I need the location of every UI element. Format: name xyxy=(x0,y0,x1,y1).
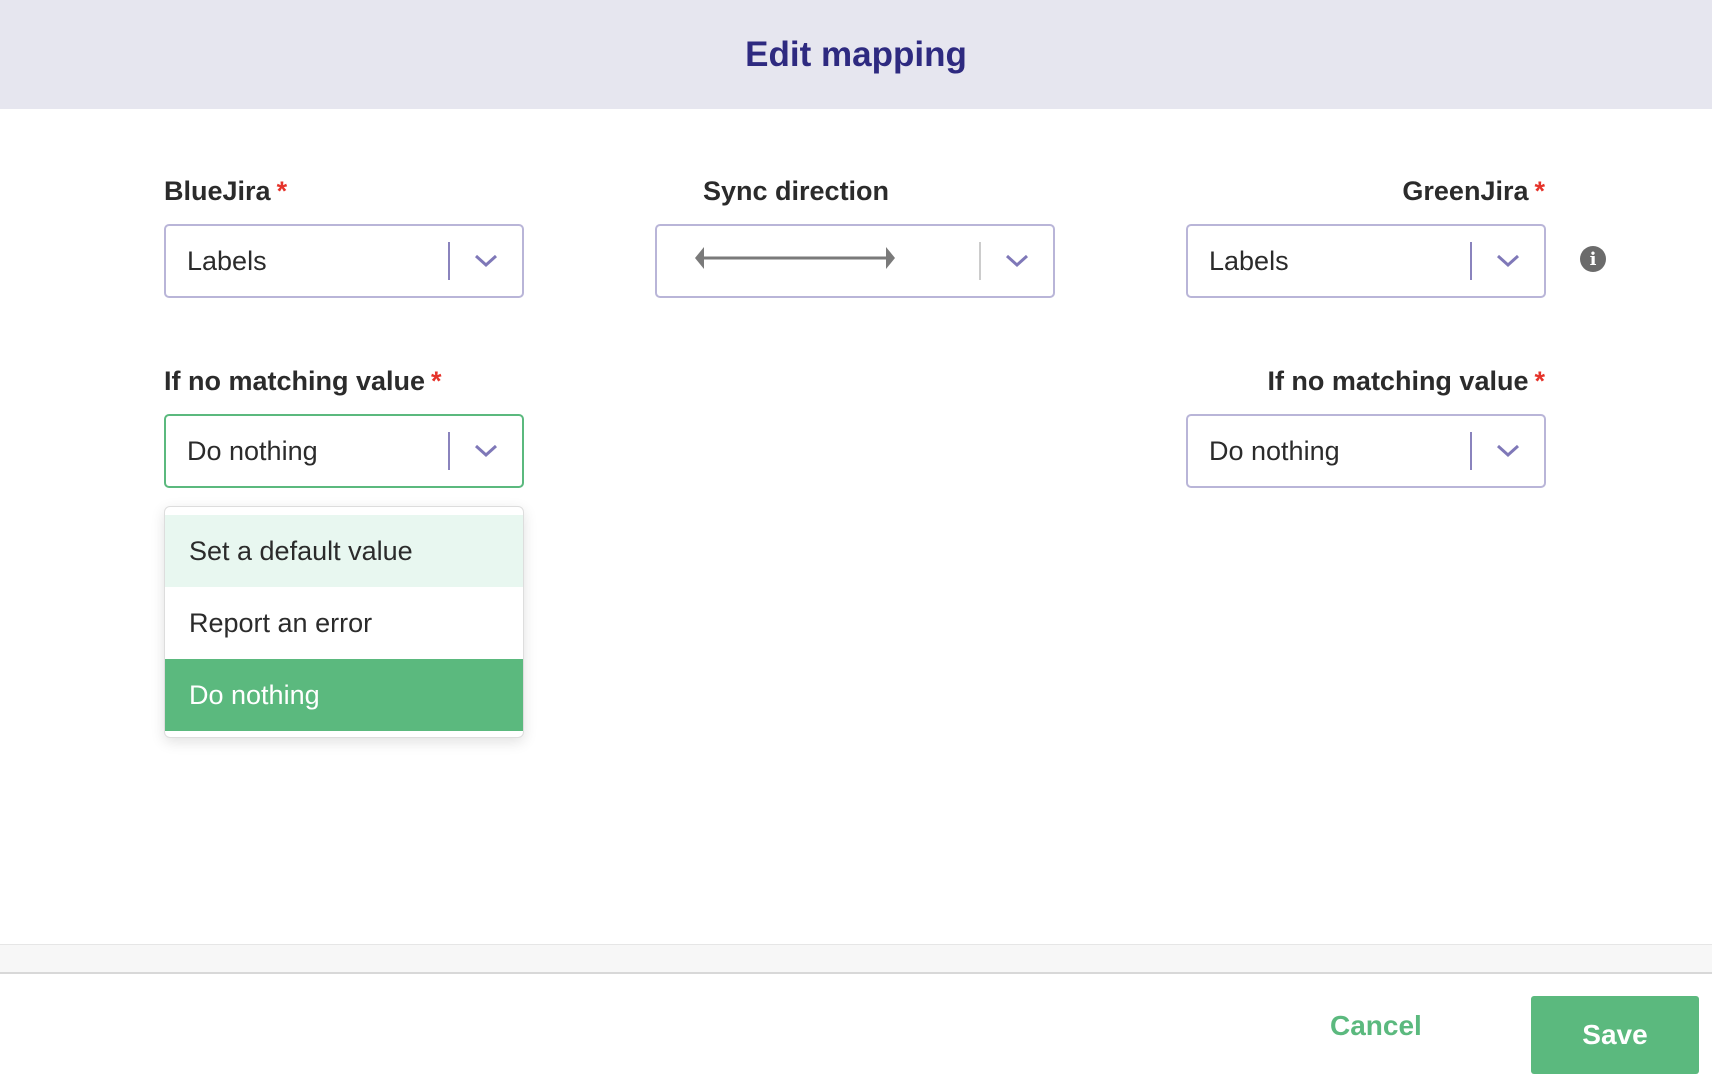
left-no-match-select[interactable]: Do nothing xyxy=(164,414,524,488)
required-asterisk: * xyxy=(431,366,442,396)
option-report-error[interactable]: Report an error xyxy=(189,607,373,638)
select-divider xyxy=(448,242,450,280)
greenjira-field-select[interactable]: Labels xyxy=(1186,224,1546,298)
dialog-title: Edit mapping xyxy=(745,34,967,74)
option-set-default-value[interactable]: Set a default value xyxy=(165,515,523,587)
bidirectional-arrow-icon xyxy=(657,244,979,279)
chevron-down-icon xyxy=(450,444,522,458)
save-button[interactable]: Save xyxy=(1531,996,1699,1074)
required-asterisk: * xyxy=(1534,366,1545,396)
select-divider xyxy=(979,242,981,280)
select-divider xyxy=(1470,432,1472,470)
greenjira-label-text: GreenJira xyxy=(1402,176,1529,206)
required-asterisk: * xyxy=(276,176,288,206)
right-no-match-label-text: If no matching value xyxy=(1267,366,1529,396)
chevron-down-icon xyxy=(1472,444,1544,458)
chevron-down-icon xyxy=(981,254,1053,268)
bluejira-field-select[interactable]: Labels xyxy=(164,224,524,298)
no-match-dropdown-menu: Set a default value Report an error Do n… xyxy=(164,506,524,738)
left-no-match-label: If no matching value * xyxy=(164,366,442,397)
left-no-match-label-text: If no matching value xyxy=(164,366,426,396)
bluejira-label: BlueJira * xyxy=(164,176,287,207)
select-value: Do nothing xyxy=(187,435,318,466)
required-asterisk: * xyxy=(1534,176,1545,206)
select-divider xyxy=(448,432,450,470)
right-no-match-select[interactable]: Do nothing xyxy=(1186,414,1546,488)
option-do-nothing[interactable]: Do nothing xyxy=(165,659,523,731)
footer-divider xyxy=(0,944,1712,974)
info-icon[interactable]: i xyxy=(1580,246,1606,272)
select-value: Do nothing xyxy=(1209,435,1340,466)
select-divider xyxy=(1470,242,1472,280)
bluejira-label-text: BlueJira xyxy=(164,176,271,206)
select-value: Labels xyxy=(187,245,267,276)
cancel-button[interactable]: Cancel xyxy=(1330,1010,1422,1041)
chevron-down-icon xyxy=(1472,254,1544,268)
dialog-header: Edit mapping xyxy=(0,0,1712,109)
sync-direction-label: Sync direction xyxy=(703,176,890,206)
greenjira-label: GreenJira * xyxy=(1402,176,1545,207)
select-value: Labels xyxy=(1209,245,1289,276)
chevron-down-icon xyxy=(450,254,522,268)
right-no-match-label: If no matching value * xyxy=(1267,366,1545,397)
sync-direction-select[interactable] xyxy=(655,224,1055,298)
